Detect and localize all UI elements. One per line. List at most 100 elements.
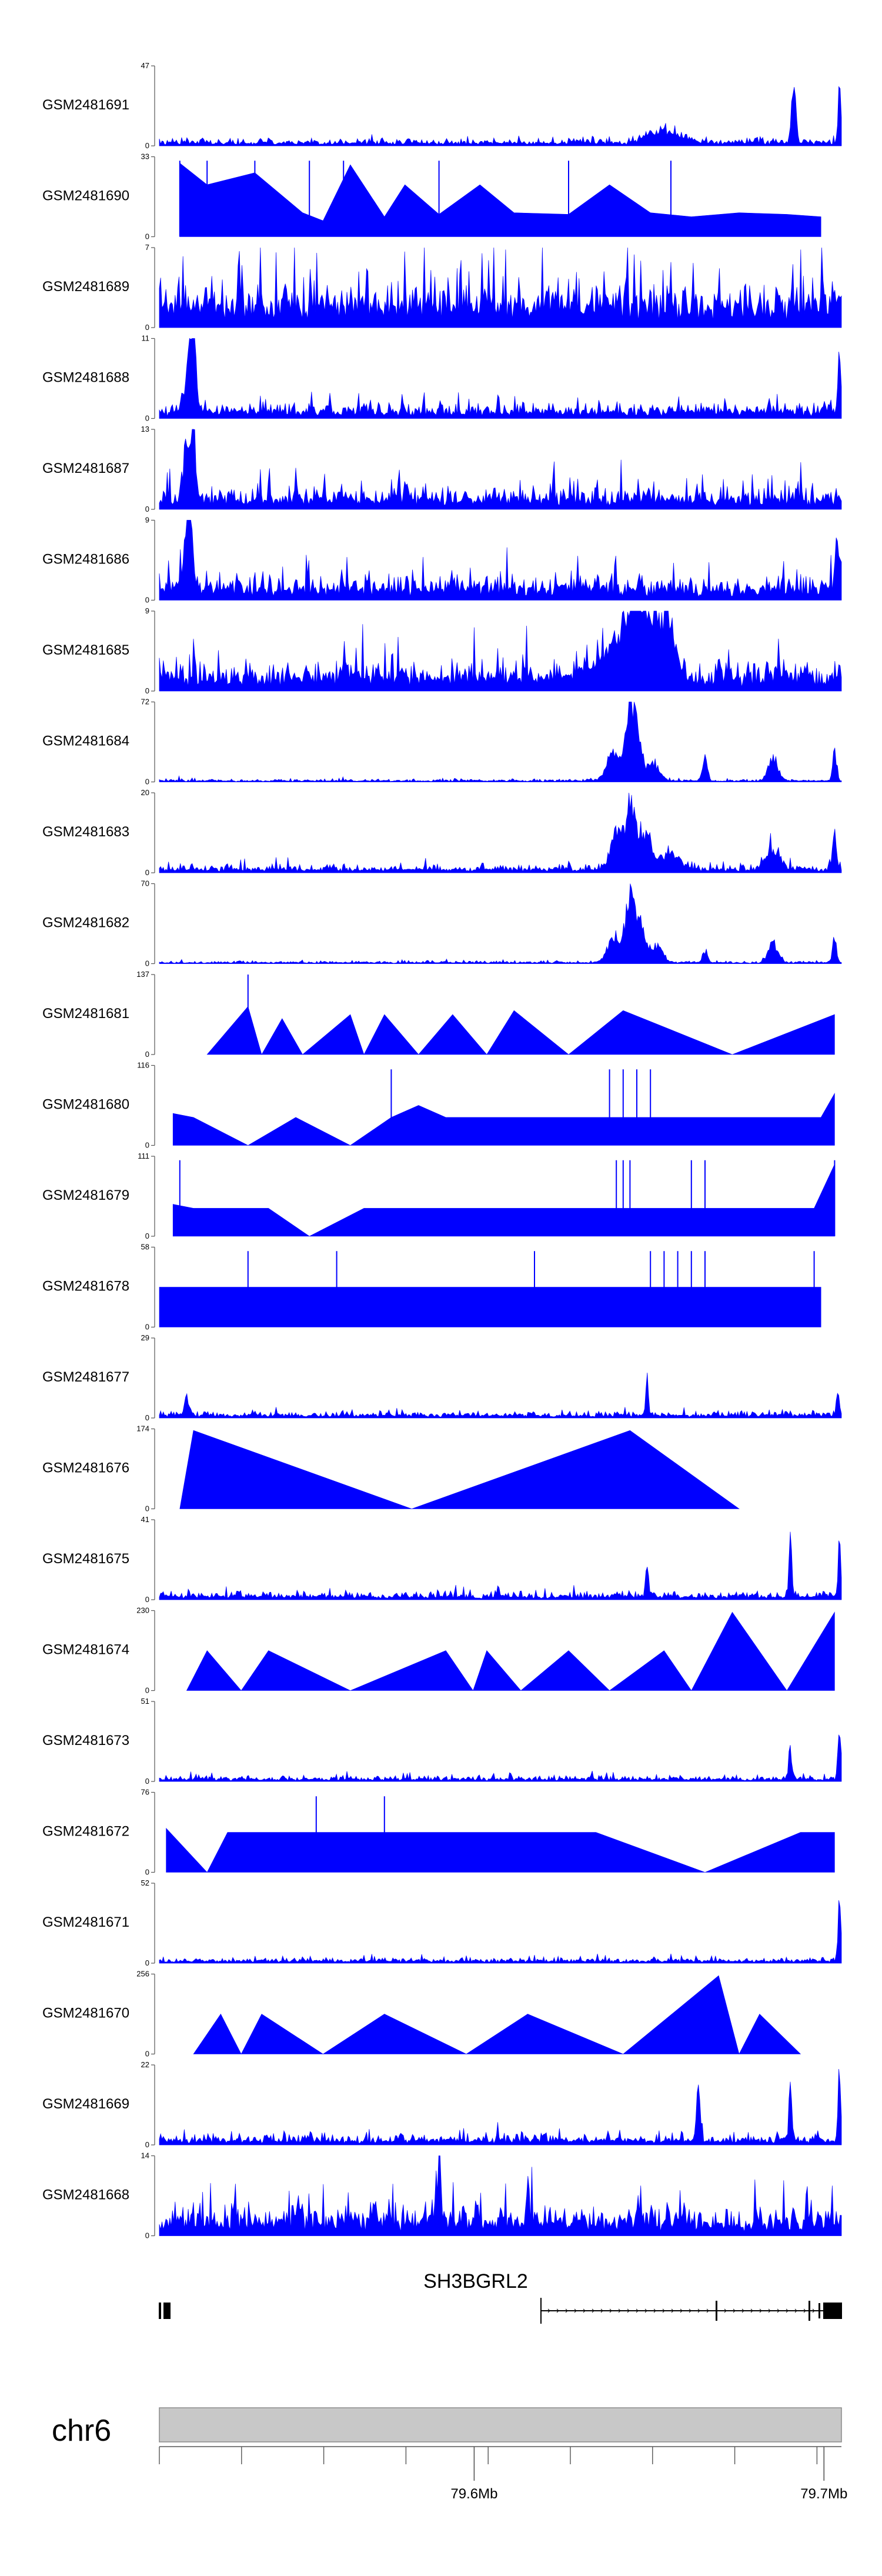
signal-area: [159, 1287, 821, 1327]
intron-arrow: [583, 2308, 586, 2313]
track-GSM2481677: GSM2481677 29 0: [42, 1333, 842, 1422]
y-tick-min-label: 0: [145, 778, 149, 786]
intron-arrow: [627, 2308, 630, 2313]
intron-arrow: [644, 2308, 647, 2313]
track-GSM2481683: GSM2481683 20 0: [42, 788, 842, 877]
track-GSM2481674: GSM2481674 230 0: [42, 1606, 835, 1695]
signal-area: [159, 1900, 842, 1964]
y-tick-max-label: 33: [141, 152, 149, 161]
y-tick-min-label: 0: [145, 1504, 149, 1513]
track-label: GSM2481689: [42, 279, 129, 295]
genome-axis-ticks: [159, 2447, 825, 2481]
track-label: GSM2481677: [42, 1369, 129, 1385]
track-GSM2481681: GSM2481681 137 0: [42, 970, 835, 1059]
signal-area: [159, 338, 842, 419]
y-tick-max-label: 22: [141, 2060, 149, 2069]
y-tick-max-label: 41: [141, 1515, 149, 1524]
y-tick-min-label: 0: [145, 1686, 149, 1695]
intron-arrow: [609, 2308, 612, 2313]
intron-arrow: [592, 2308, 594, 2313]
intron-arrow: [689, 2308, 691, 2313]
signal-area: [159, 2068, 842, 2145]
track-label: GSM2481679: [42, 1187, 129, 1203]
track-label: GSM2481690: [42, 188, 129, 204]
y-tick-min-label: 0: [145, 1595, 149, 1604]
track-label: GSM2481691: [42, 97, 129, 113]
signal-area: [159, 2155, 842, 2236]
y-tick-min-label: 0: [145, 1232, 149, 1240]
intron-arrow: [565, 2308, 568, 2313]
signal-area: [159, 1372, 842, 1419]
y-tick-min-label: 0: [145, 2140, 149, 2149]
y-tick-max-label: 174: [136, 1424, 149, 1433]
track-GSM2481673: GSM2481673 51 0: [42, 1697, 842, 1786]
track-label: GSM2481683: [42, 824, 129, 840]
track-GSM2481684: GSM2481684 72 0: [42, 698, 842, 786]
y-tick-max-label: 11: [142, 334, 150, 343]
intron-arrow: [741, 2308, 744, 2313]
gene-exon-3b: [818, 2303, 820, 2318]
track-label: GSM2481682: [42, 915, 129, 931]
gene-exon-3a: [808, 2301, 810, 2321]
y-tick-min-label: 0: [145, 2231, 149, 2240]
signal-area: [159, 86, 842, 146]
intron-arrow: [706, 2308, 709, 2313]
track-label: GSM2481674: [42, 1642, 129, 1658]
y-tick-min-label: 0: [145, 232, 149, 241]
intron-arrow: [547, 2308, 550, 2313]
y-tick-max-label: 256: [136, 1970, 149, 1978]
track-GSM2481670: GSM2481670 256 0: [42, 1970, 801, 2058]
y-tick-max-label: 29: [141, 1333, 149, 1342]
gene-exon-left: [159, 2303, 161, 2319]
chromosome-band: [159, 2407, 842, 2442]
y-tick-min-label: 0: [145, 414, 149, 423]
y-tick-min-label: 0: [145, 1141, 149, 1150]
intron-arrow: [750, 2308, 753, 2313]
track-label: GSM2481688: [42, 370, 129, 386]
signal-area: [159, 610, 842, 692]
chromosome-label: chr6: [52, 2414, 111, 2448]
y-tick-min-label: 0: [145, 323, 149, 332]
signal-area: [159, 883, 842, 964]
intron-arrow: [636, 2308, 639, 2313]
track-GSM2481691: GSM2481691 47 0: [42, 61, 842, 150]
intron-arrow: [759, 2308, 762, 2313]
track-GSM2481686: GSM2481686 9 0: [42, 516, 842, 605]
y-tick-max-label: 51: [141, 1697, 149, 1706]
y-tick-max-label: 7: [145, 243, 149, 252]
signal-area: [166, 1827, 835, 1873]
genome-axis-label: 79.6Mb: [450, 2486, 497, 2502]
y-tick-max-label: 52: [141, 1878, 149, 1887]
track-label: GSM2481672: [42, 1824, 129, 1840]
intron-arrows: [547, 2308, 815, 2313]
y-tick-max-label: 137: [136, 970, 149, 979]
y-tick-min-label: 0: [145, 1323, 149, 1332]
track-GSM2481685: GSM2481685 9 0: [42, 606, 842, 695]
track-GSM2481668: GSM2481668 14 0: [42, 2151, 842, 2240]
track-GSM2481690: GSM2481690 33 0: [42, 152, 821, 241]
gene-label: SH3BGRL2: [423, 2270, 528, 2293]
intron-arrow: [777, 2308, 780, 2313]
track-label: GSM2481680: [42, 1097, 129, 1113]
y-tick-min-label: 0: [145, 686, 149, 695]
track-GSM2481676: GSM2481676 174 0: [42, 1424, 740, 1513]
track-GSM2481680: GSM2481680 116 0: [42, 1061, 835, 1150]
y-tick-max-label: 72: [141, 698, 149, 706]
y-tick-max-label: 13: [141, 425, 149, 433]
intron-arrow: [653, 2308, 656, 2313]
intron-arrow: [794, 2308, 797, 2313]
intron-arrow: [768, 2308, 771, 2313]
gene-track: SH3BGRL2: [159, 2270, 842, 2324]
signal-tracks: GSM2481691470GSM2481690330GSM248168970GS…: [42, 61, 842, 2240]
y-tick-max-label: 14: [141, 2151, 149, 2160]
signal-area: [186, 1611, 835, 1691]
y-tick-max-label: 116: [137, 1061, 149, 1070]
y-tick-min-label: 0: [145, 1413, 149, 1422]
track-label: GSM2481671: [42, 1914, 129, 1930]
intron-arrow: [724, 2308, 727, 2313]
intron-arrow: [600, 2308, 603, 2313]
track-GSM2481687: GSM2481687 13 0: [42, 425, 842, 513]
signal-area: [159, 1531, 842, 1600]
genome-axis-labels: 79.6Mb 79.7Mb: [450, 2486, 847, 2502]
y-tick-max-label: 9: [145, 516, 149, 525]
